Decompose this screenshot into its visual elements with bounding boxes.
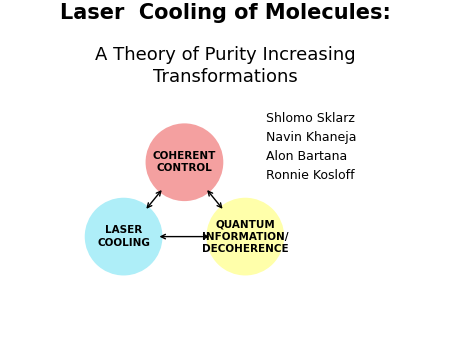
Text: A Theory of Purity Increasing
Transformations: A Theory of Purity Increasing Transforma… [94,46,356,86]
Circle shape [145,123,223,201]
Circle shape [207,198,284,275]
Text: COHERENT
CONTROL: COHERENT CONTROL [153,151,216,173]
Circle shape [85,198,162,275]
Text: QUANTUM
INFORMATION/
DECOHERENCE: QUANTUM INFORMATION/ DECOHERENCE [202,219,288,254]
Text: Shlomo Sklarz
Navin Khaneja
Alon Bartana
Ronnie Kosloff: Shlomo Sklarz Navin Khaneja Alon Bartana… [266,112,356,182]
Text: LASER
COOLING: LASER COOLING [97,225,150,248]
Text: Laser  Cooling of Molecules:: Laser Cooling of Molecules: [59,3,391,23]
